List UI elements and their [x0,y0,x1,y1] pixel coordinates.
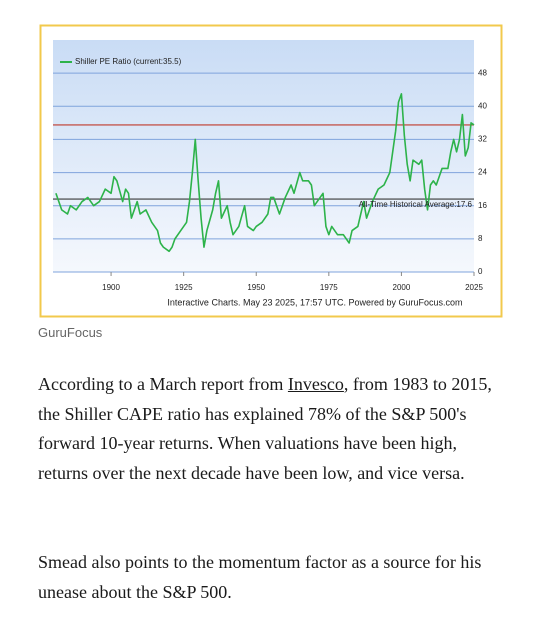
text: According to a March report from [38,374,288,394]
y-tick-label: 32 [478,135,487,144]
chart: Interactive Charts. May 23 2025, 17:57 U… [39,24,503,318]
paragraph: Smead also points to the momentum factor… [38,548,510,607]
text: Smead also points to the momentum factor… [38,552,482,602]
average-label: All-Time Historical Average:17.6 [359,200,473,209]
y-tick-label: 8 [478,234,483,243]
x-tick-label: 2000 [393,283,411,292]
image-caption: GuruFocus [38,325,103,340]
link[interactable]: Invesco [287,374,344,394]
x-tick-label: 1975 [320,283,338,292]
plot-area [53,40,474,272]
x-tick-label: 1925 [175,283,193,292]
x-tick-label: 2025 [465,283,483,292]
text: , from 1983 to 2015, the Shiller CAPE ra… [38,374,492,483]
legend-label: Shiller PE Ratio (current:35.5) [75,57,182,66]
chart-footer: Interactive Charts. May 23 2025, 17:57 U… [167,297,462,307]
paragraph: According to a March report from Invesco… [38,370,510,488]
y-tick-label: 48 [478,68,487,77]
data-line [55,93,475,253]
y-tick-label: 16 [478,201,487,210]
y-tick-label: 0 [478,267,483,276]
y-tick-label: 24 [478,168,487,177]
x-tick-label: 1900 [102,283,120,292]
x-tick-label: 1950 [247,283,265,292]
y-tick-label: 40 [478,101,487,110]
